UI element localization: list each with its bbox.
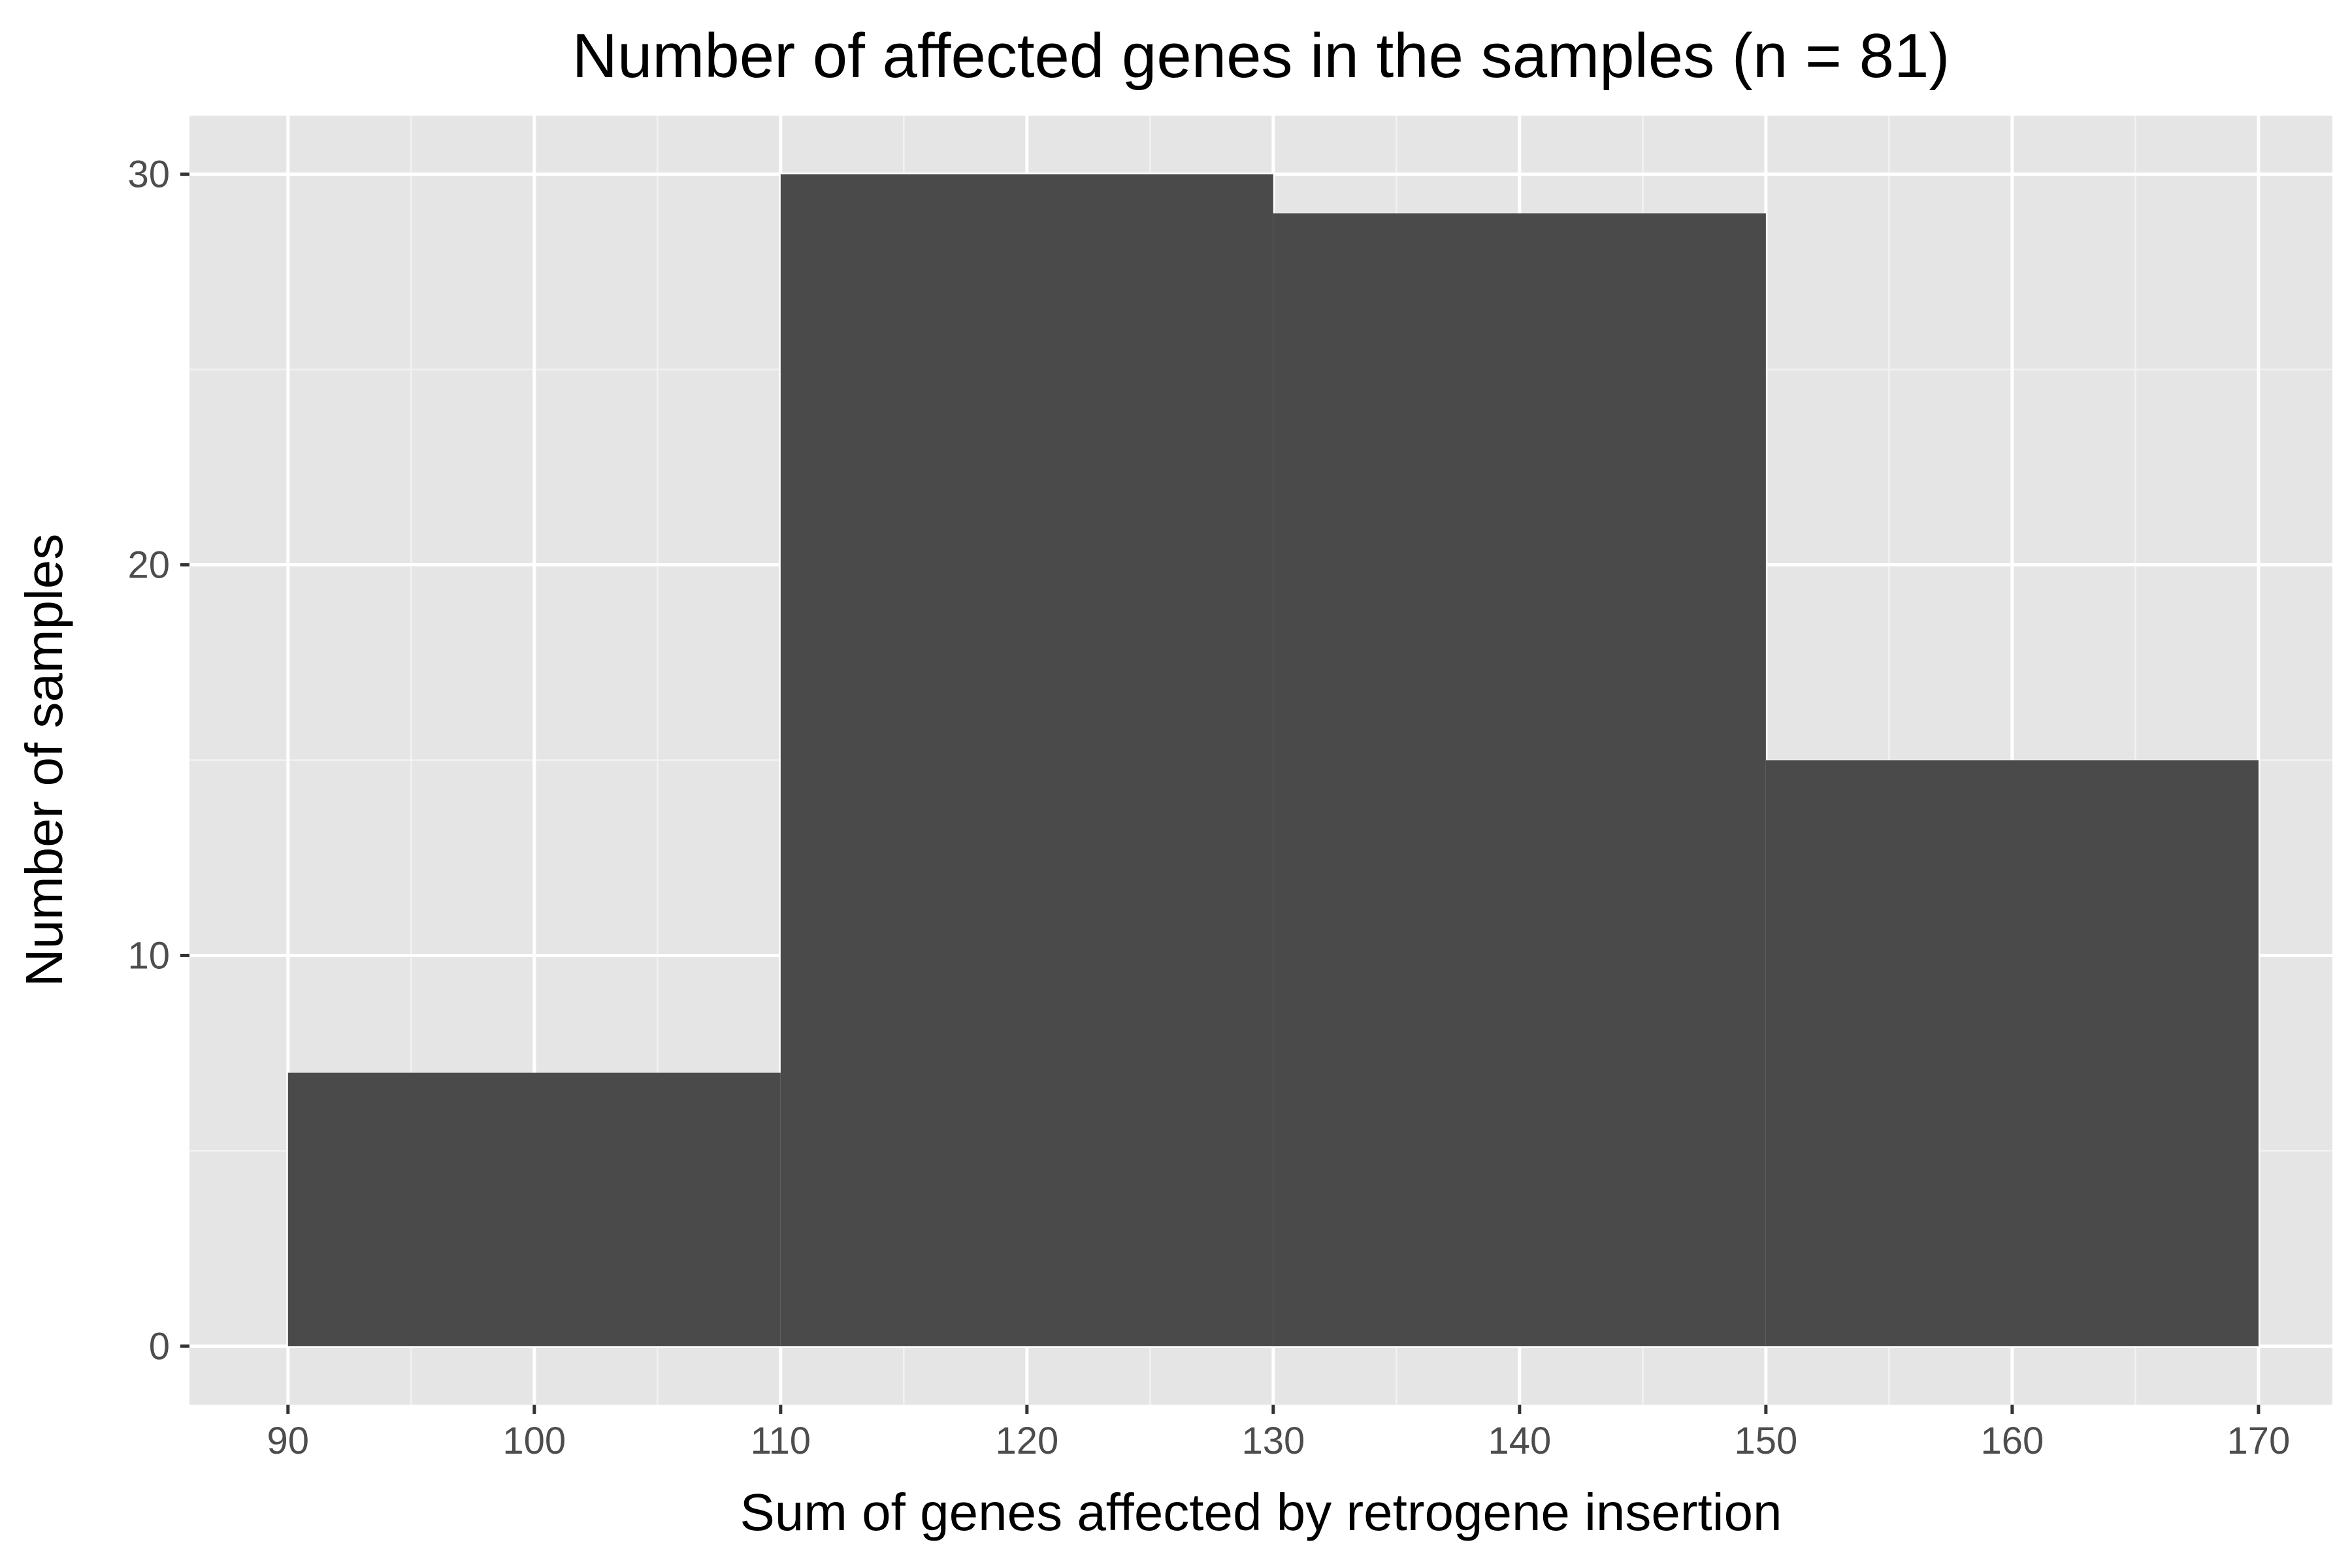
x-tick-label: 90: [267, 1420, 310, 1462]
y-tick-label: 0: [149, 1325, 170, 1367]
axis-ticks: 90 100 110 120 130 140 150 160 170 0 10 20 30: [127, 154, 2290, 1462]
x-tick-label: 100: [502, 1420, 566, 1462]
y-tick-label: 30: [127, 154, 170, 196]
x-tick-label: 110: [751, 1420, 811, 1462]
histogram-bar: [287, 1072, 781, 1347]
x-tick-label: 160: [1980, 1420, 2044, 1462]
y-tick-label: 10: [127, 934, 170, 977]
x-tick-label: 170: [2227, 1420, 2291, 1462]
histogram-bar: [780, 174, 1273, 1347]
y-axis-label: Number of samples: [15, 534, 73, 987]
x-axis-label: Sum of genes affected by retrogene inser…: [740, 1483, 1782, 1541]
x-tick-label: 150: [1734, 1420, 1797, 1462]
histogram-bar: [1273, 213, 1766, 1347]
y-tick-label: 20: [127, 544, 170, 587]
x-tick-label: 120: [995, 1420, 1058, 1462]
chart-title: Number of affected genes in the samples …: [572, 21, 1950, 91]
histogram-bars: [287, 174, 2259, 1347]
histogram-bar: [1765, 760, 2259, 1347]
x-tick-label: 140: [1488, 1420, 1551, 1462]
x-tick-label: 130: [1241, 1420, 1305, 1462]
